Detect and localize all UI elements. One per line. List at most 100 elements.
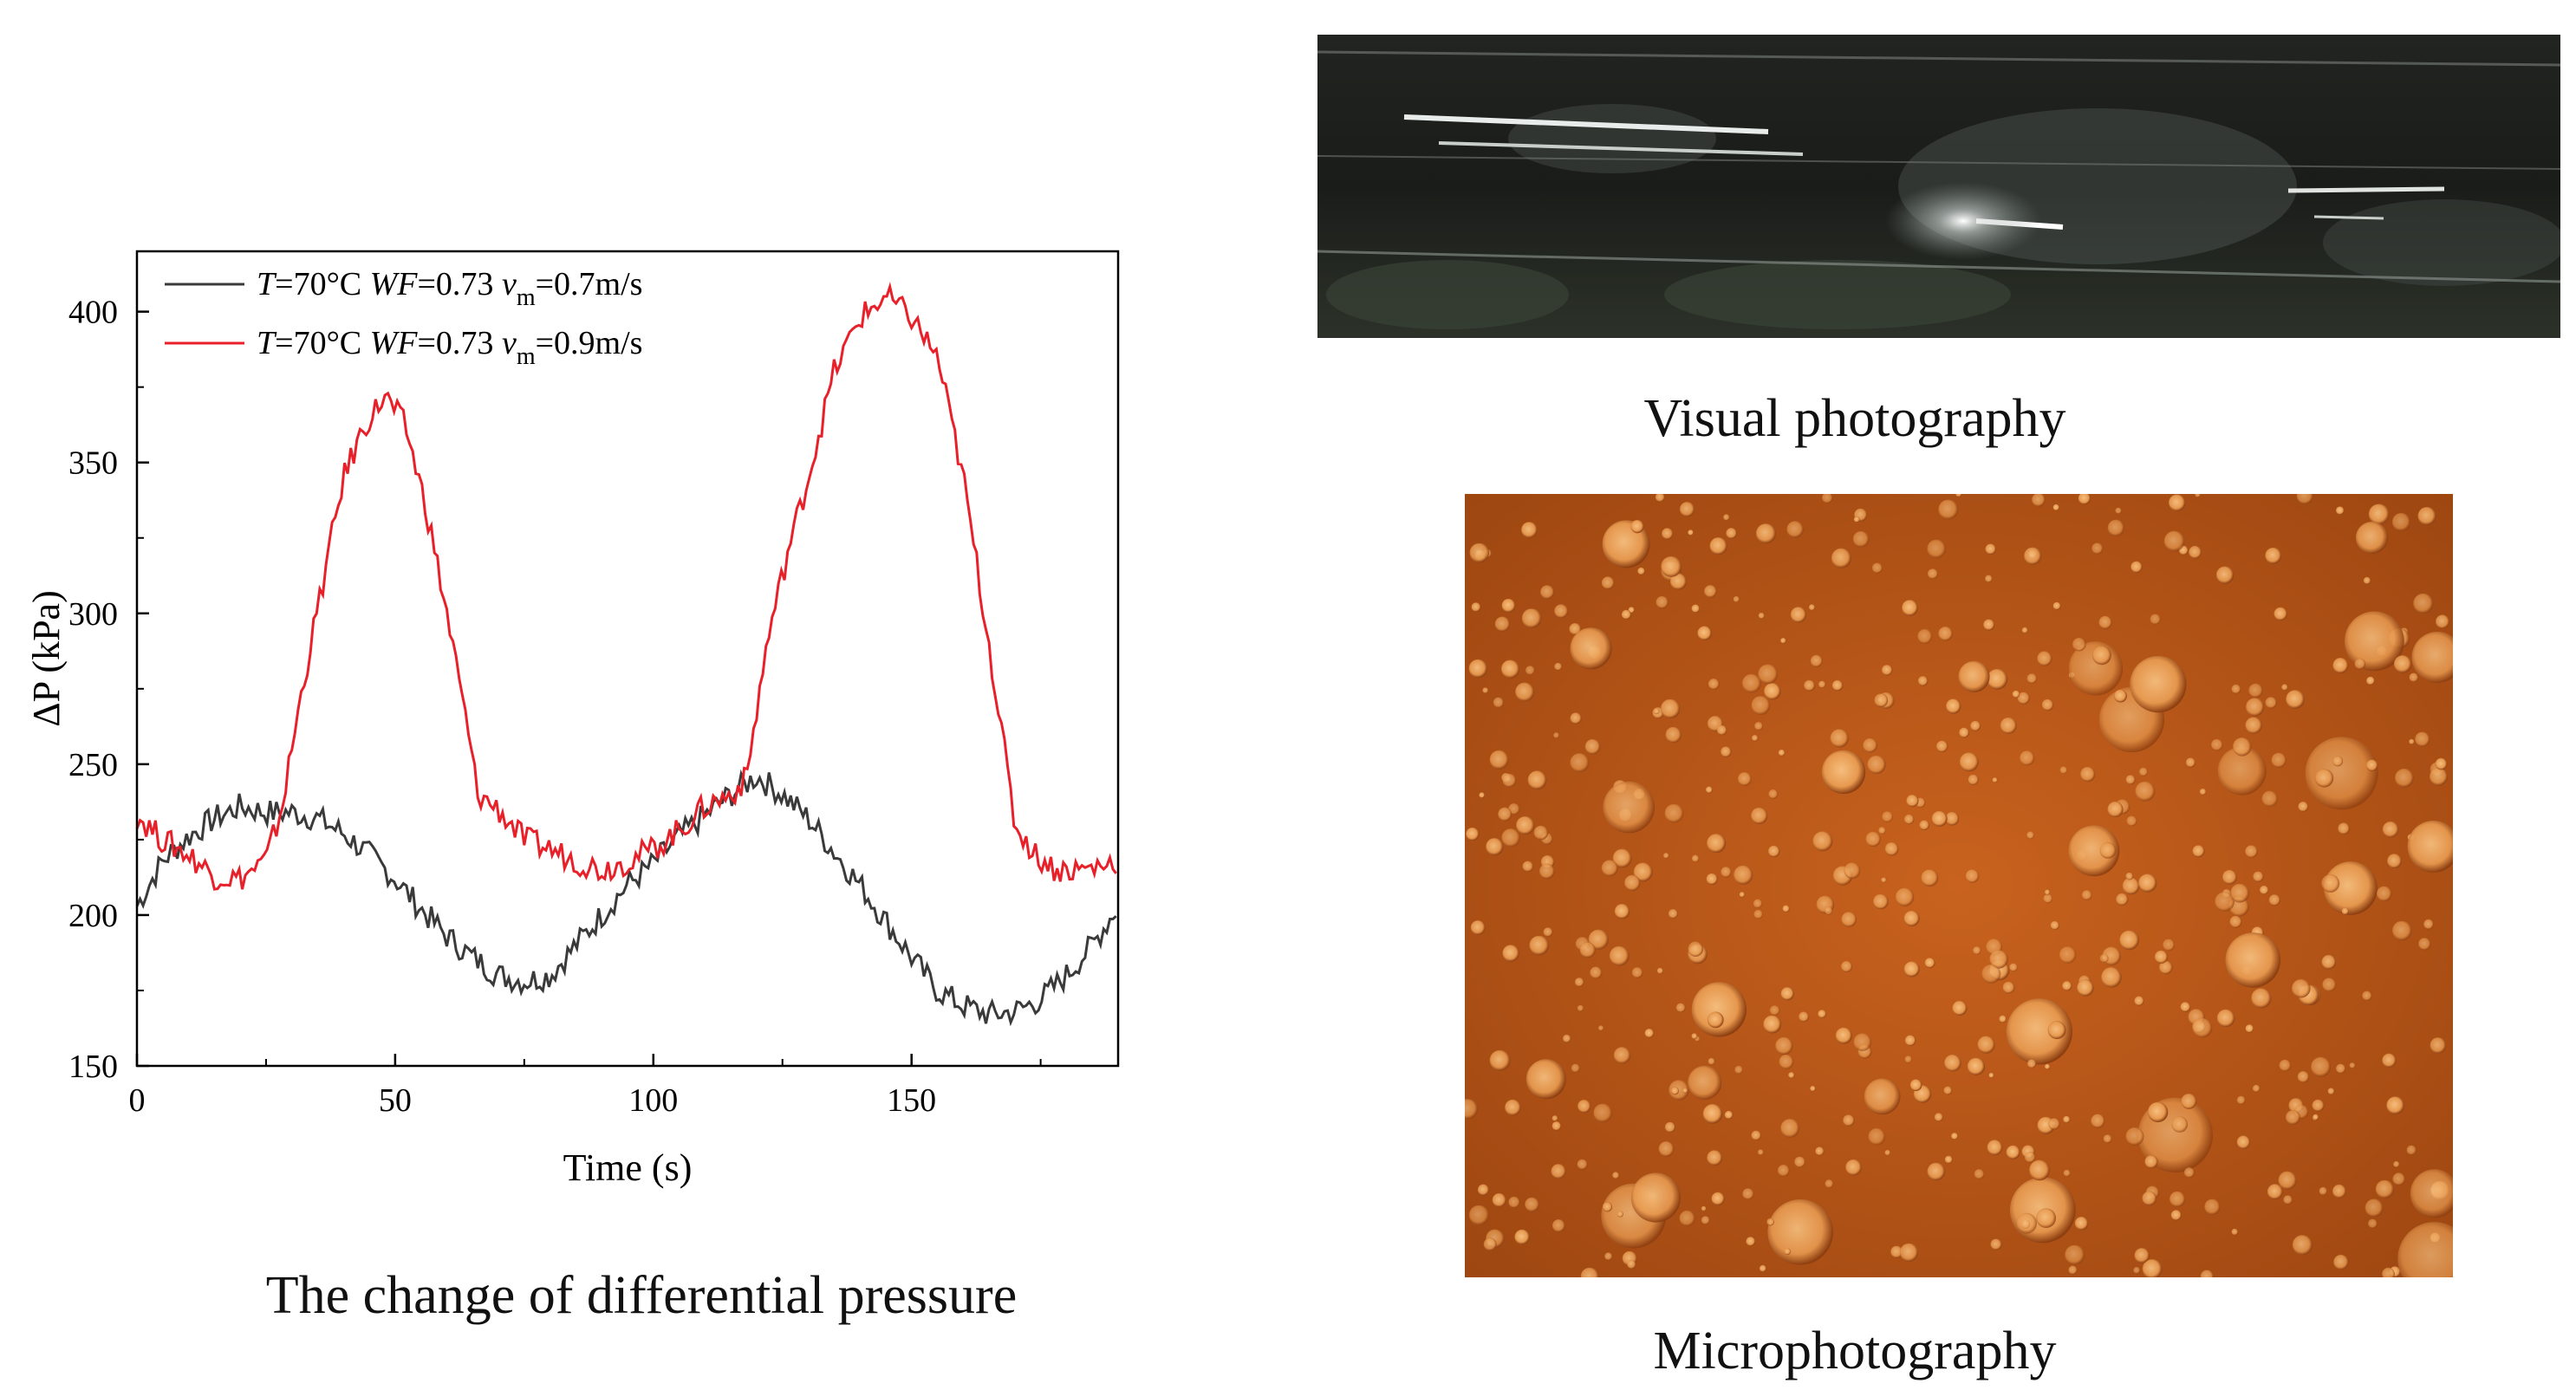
droplet (2134, 996, 2144, 1006)
droplet (1733, 595, 1740, 603)
droplet (1874, 693, 1889, 708)
droplet (2397, 1222, 2453, 1277)
droplet (2248, 683, 2263, 698)
droplet (2236, 1135, 2251, 1149)
droplet (1726, 528, 1737, 539)
droplet (1845, 1159, 1862, 1176)
droplet (2225, 932, 2281, 988)
droplet (2062, 981, 2072, 991)
droplet (1818, 1010, 1826, 1018)
droplet (1554, 604, 1569, 619)
droplet (2115, 507, 2122, 515)
droplet (1706, 873, 1718, 885)
droplet (2091, 646, 2111, 666)
droplet (2142, 1259, 2163, 1277)
droplet (1522, 861, 1534, 873)
droplet (2321, 874, 2340, 893)
droplet (1808, 604, 1816, 611)
visual-caption: Visual photography (1643, 389, 2066, 448)
droplet (2052, 503, 2059, 511)
y-tick-label: 150 (68, 1049, 118, 1085)
droplet (1738, 772, 1752, 786)
droplet (1554, 662, 1563, 671)
droplet (1755, 523, 1776, 544)
droplet (1974, 1169, 1985, 1179)
droplet (2392, 920, 2412, 941)
visual-photograph (1317, 35, 2560, 338)
droplet (1821, 750, 1866, 795)
droplet (1658, 1141, 1675, 1157)
droplet (2012, 690, 2020, 698)
droplet (1938, 499, 1959, 520)
droplet (2125, 872, 2134, 880)
droplet (1767, 1199, 1833, 1265)
droplet (1853, 516, 1860, 523)
droplet (1884, 1149, 1891, 1156)
droplet (1981, 964, 2001, 984)
droplet (2314, 769, 2334, 788)
droplet (1588, 929, 1609, 950)
droplet (2021, 627, 2028, 633)
droplet (1742, 1188, 1754, 1200)
droplet (2063, 1169, 2071, 1177)
droplet (2043, 893, 2053, 904)
y-tick-label: 350 (68, 445, 118, 482)
droplet (1758, 664, 1779, 685)
droplet (2274, 607, 2287, 621)
droplet (1697, 626, 1712, 640)
droplet (1539, 863, 1555, 880)
droplet (2333, 1254, 2349, 1270)
droplet (1958, 660, 1990, 692)
droplet (1501, 598, 1516, 613)
droplet (1721, 746, 1732, 757)
droplet (1985, 543, 1996, 555)
droplet (1655, 494, 1665, 503)
droplet (2286, 690, 2305, 709)
droplet (1780, 638, 1786, 644)
droplet (2169, 1191, 2186, 1207)
droplet (2081, 890, 2092, 900)
droplet (1489, 1049, 1511, 1071)
droplet (2231, 684, 2241, 694)
droplet (2192, 1017, 2213, 1038)
droplet (1989, 950, 2008, 969)
droplet (2045, 1063, 2051, 1069)
droplet (1627, 1260, 1636, 1270)
droplet (1675, 1003, 1686, 1013)
droplet (1751, 1130, 1761, 1140)
droplet (2336, 1063, 2346, 1074)
droplet (2368, 503, 2390, 525)
droplet (2423, 919, 2434, 930)
droplet (2002, 981, 2015, 994)
droplet (1786, 521, 1804, 538)
droplet (1758, 612, 1765, 620)
droplet (1662, 528, 1674, 540)
droplet (2183, 1167, 2195, 1179)
droplet (1917, 676, 1929, 686)
droplet (1852, 530, 1870, 548)
droplet (2059, 946, 2077, 964)
droplet (2045, 889, 2051, 895)
droplet (1527, 770, 1547, 790)
droplet (2135, 781, 2156, 802)
droplet (1734, 1065, 1743, 1075)
droplet (1613, 1047, 1631, 1064)
droplet (2436, 614, 2449, 629)
droplet (1927, 1162, 1946, 1181)
droplet (2349, 1062, 2356, 1068)
droplet (1878, 827, 1886, 835)
droplet (2260, 885, 2269, 895)
droplet (1669, 1080, 1689, 1101)
droplet (2181, 1093, 2197, 1109)
droplet (2375, 1179, 2394, 1198)
droplet (1763, 1015, 1782, 1034)
droplet (1768, 845, 1780, 858)
droplet (1514, 1229, 1530, 1245)
droplet (2387, 854, 2402, 868)
droplet (1508, 1196, 1520, 1208)
droplet (2163, 939, 2175, 952)
droplet (1688, 941, 1704, 957)
droplet (1999, 1015, 2007, 1023)
droplet (2435, 757, 2448, 770)
droplet (1723, 514, 1730, 521)
